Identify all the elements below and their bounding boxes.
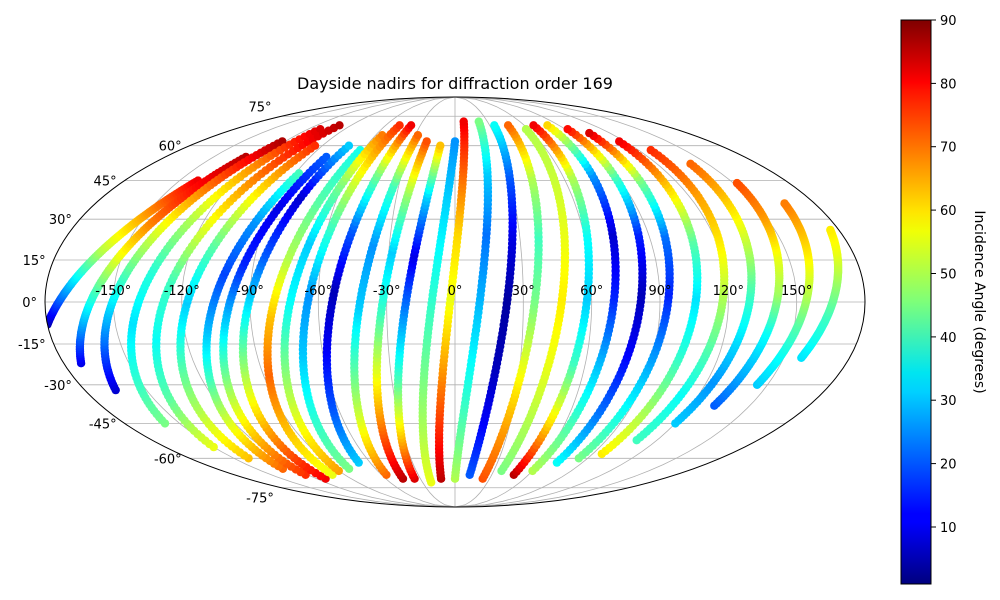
mollweide-map bbox=[45, 97, 865, 507]
nadir-point bbox=[310, 141, 320, 150]
latitude-tick-label: 60° bbox=[159, 140, 182, 155]
latitude-tick-label: -30° bbox=[44, 379, 72, 394]
nadir-point bbox=[543, 121, 552, 130]
longitude-tick-label: 120° bbox=[713, 284, 744, 299]
colorbar-tick-label: 90 bbox=[940, 14, 957, 29]
colorbar-tick-label: 80 bbox=[940, 77, 957, 92]
colorbar: 10 20 30 40 50 60 70 80 90 Incidence Angle (degr… bbox=[900, 14, 987, 585]
nadir-point bbox=[450, 137, 460, 146]
latitude-tick-label: -15° bbox=[18, 338, 46, 353]
latitude-tick-label: 45° bbox=[94, 175, 117, 190]
colorbar-tick-label: 10 bbox=[940, 521, 957, 536]
latitude-tick-label: -75° bbox=[246, 492, 274, 507]
nadir-point bbox=[732, 178, 742, 188]
longitude-tick-label: -120° bbox=[164, 284, 200, 299]
latitude-tick-label: -60° bbox=[154, 452, 182, 467]
nadir-point bbox=[422, 137, 431, 146]
nadir-point bbox=[503, 121, 513, 130]
colorbar-tick-label: 70 bbox=[940, 141, 957, 156]
colorbar-tick-label: 60 bbox=[940, 204, 957, 219]
nadir-point bbox=[335, 121, 344, 130]
nadir-point bbox=[459, 117, 468, 126]
nadir-point bbox=[294, 169, 304, 178]
colorbar-tick-label: 50 bbox=[940, 268, 957, 283]
nadir-point bbox=[826, 225, 835, 235]
longitude-tick-label: 0° bbox=[448, 284, 463, 299]
latitude-tick-label: -45° bbox=[89, 417, 117, 432]
colorbar-tick-label: 40 bbox=[940, 331, 957, 346]
latitude-tick-label: 75° bbox=[248, 100, 271, 115]
nadir-points bbox=[45, 117, 843, 487]
longitude-tick-label: 60° bbox=[580, 284, 603, 299]
nadir-point bbox=[686, 159, 695, 168]
longitude-tick-label: -30° bbox=[373, 284, 401, 299]
nadir-point bbox=[474, 117, 483, 126]
nadir-point bbox=[395, 121, 404, 130]
nadir-point bbox=[322, 152, 331, 162]
colorbar-tick-label: 30 bbox=[940, 394, 957, 409]
chart-title: Dayside nadirs for diffraction order 169 bbox=[297, 74, 613, 93]
nadir-point bbox=[344, 141, 354, 150]
nadir-point bbox=[529, 121, 538, 130]
nadir-point bbox=[406, 121, 416, 130]
colorbar-gradient bbox=[900, 19, 932, 585]
longitude-tick-label: -60° bbox=[304, 284, 332, 299]
nadir-point bbox=[413, 131, 423, 140]
colorbar-tick-label: 20 bbox=[940, 458, 957, 473]
nadir-point bbox=[780, 199, 789, 208]
nadir-point bbox=[615, 137, 624, 146]
latitude-tick-label: 15° bbox=[23, 254, 46, 269]
colorbar-tick-labels: 10 20 30 40 50 60 70 80 90 bbox=[931, 14, 957, 536]
nadir-point bbox=[585, 128, 594, 138]
longitude-tick-label: -90° bbox=[236, 284, 264, 299]
nadir-point bbox=[436, 141, 445, 150]
nadir-point bbox=[646, 145, 655, 155]
nadir-point bbox=[490, 121, 499, 130]
longitude-tick-label: 150° bbox=[781, 284, 812, 299]
longitude-tick-label: 90° bbox=[648, 284, 671, 299]
longitude-tick-label: 30° bbox=[512, 284, 535, 299]
nadir-point bbox=[521, 125, 531, 134]
nadir-point bbox=[563, 125, 572, 134]
longitude-tick-label: -150° bbox=[95, 284, 131, 299]
colorbar-label: Incidence Angle (degrees) bbox=[971, 210, 987, 393]
latitude-tick-label: 30° bbox=[49, 213, 72, 228]
latitude-tick-label: 0° bbox=[22, 296, 37, 311]
